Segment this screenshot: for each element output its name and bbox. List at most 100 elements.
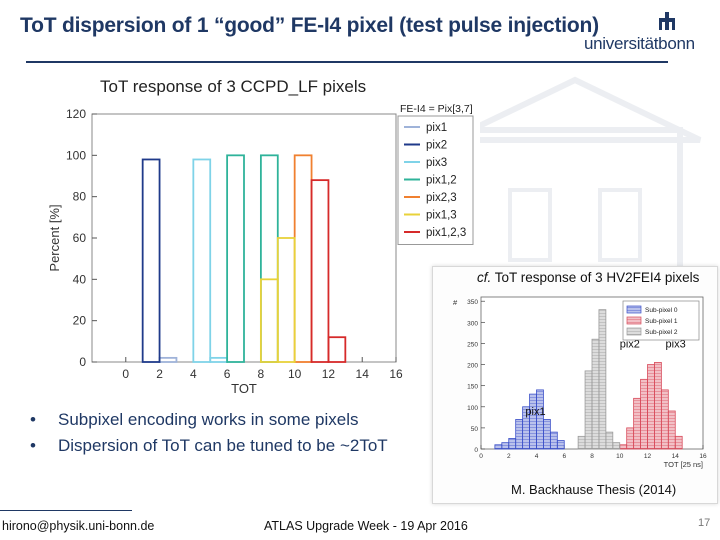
page-number: 17 — [698, 517, 711, 529]
x-tick-label: 16 — [389, 367, 403, 381]
chart2-bin — [633, 397, 641, 450]
legend-label: pix3 — [426, 157, 447, 169]
chart2-bin — [584, 370, 593, 450]
chart2-bin — [494, 444, 503, 450]
x-tick-label: 4 — [190, 367, 197, 381]
legend-label: pix1,3 — [426, 210, 457, 222]
y-tick-label: 50 — [471, 426, 479, 433]
bullet-text: Subpixel encoding works in some pixels — [58, 410, 359, 429]
y-axis-label: # — [453, 298, 458, 307]
inset-figure: cf. ToT response of 3 HV2FEI4 pixels 0 50… — [432, 266, 718, 504]
chart2-bin — [654, 362, 662, 450]
footer-divider — [0, 510, 132, 511]
bullet-text: Dispersion of ToT can be tuned to be ~2T… — [58, 436, 388, 455]
legend-label: Sub-pixel 2 — [645, 329, 678, 336]
legend-swatch — [626, 305, 642, 314]
logo-text: universitätbonn — [584, 34, 695, 53]
chart2-bin — [508, 438, 517, 450]
legend-label: pix1,2,3 — [426, 227, 466, 239]
legend-label: pix1,2 — [426, 175, 457, 187]
legend-label: Sub-pixel 1 — [645, 318, 678, 325]
y-tick-label: 0 — [474, 447, 478, 454]
chart2-bin — [598, 309, 607, 450]
legend-label: pix2 — [426, 140, 447, 152]
x-tick-label: 14 — [672, 453, 680, 460]
chart2-bin — [549, 431, 558, 450]
inset-title-rest: ToT response of 3 HV2FEI4 pixels — [491, 270, 700, 285]
y-tick-label: 150 — [467, 384, 478, 391]
bullet-icon: • — [30, 410, 36, 429]
y-tick-label: 250 — [467, 341, 478, 348]
chart2-bin — [667, 410, 676, 450]
chart2-bin — [529, 393, 537, 450]
x-tick-label: 12 — [322, 367, 336, 381]
chart2-bin — [674, 435, 683, 450]
bullet-icon: • — [30, 436, 36, 455]
y-tick-label: 100 — [66, 148, 86, 162]
x-tick-label: 0 — [479, 453, 483, 460]
legend-label: pix2,3 — [426, 192, 457, 204]
inset-title-prefix: cf. — [477, 270, 492, 285]
x-tick-label: 16 — [699, 453, 707, 460]
chart1-title: ToT response of 3 CCPD_LF pixels — [100, 77, 367, 96]
x-tick-label: 2 — [156, 367, 163, 381]
inset-citation: M. Backhause Thesis (2014) — [511, 482, 677, 497]
chart1-bar — [327, 336, 347, 363]
chart1-bar — [226, 154, 245, 363]
y-tick-label: 0 — [79, 355, 86, 369]
x-tick-label: 10 — [288, 367, 302, 381]
y-axis-label: Percent [%] — [47, 204, 62, 271]
bullet-item: • Subpixel encoding works in some pixels — [30, 410, 388, 430]
chart1-bar — [192, 158, 212, 363]
chart2-bin — [591, 338, 600, 450]
y-tick-label: 80 — [73, 190, 87, 204]
chart2-bin — [612, 442, 621, 450]
title-underline — [26, 61, 668, 63]
y-tick-label: 60 — [73, 231, 87, 245]
ccpd-tot-chart: 0 20 40 60 80 100 120 0 2 4 6 8 10 12 14 16 TOT Percent [… — [40, 100, 480, 400]
x-tick-label: 10 — [616, 453, 624, 460]
bullet-list: • Subpixel encoding works in some pixels … — [30, 410, 388, 462]
slide-title: ToT dispersion of 1 “good” FE-I4 pixel (… — [20, 14, 599, 37]
chart2-bin — [640, 378, 648, 450]
chart1-bar — [276, 237, 296, 363]
y-tick-label: 120 — [66, 107, 86, 121]
footer-event: ATLAS Upgrade Week - 19 Apr 2016 — [264, 519, 468, 533]
chart2-bin — [619, 444, 628, 450]
y-tick-label: 40 — [73, 272, 87, 286]
inset-title: cf. ToT response of 3 HV2FEI4 pixels — [477, 270, 699, 285]
chart1-bar — [141, 158, 161, 363]
y-tick-label: 100 — [467, 405, 478, 412]
y-tick-label: 20 — [73, 314, 87, 328]
bullet-item: • Dispersion of ToT can be tuned to be ~2… — [30, 436, 388, 456]
x-tick-label: 0 — [122, 367, 129, 381]
chart2-bin — [501, 442, 510, 450]
university-logo: universitätbonn — [584, 10, 712, 58]
chart2-bin — [626, 427, 635, 450]
x-tick-label: 14 — [356, 367, 370, 381]
chart2-annotation: pix3 — [666, 339, 686, 351]
y-tick-label: 300 — [467, 320, 478, 327]
chart2-bin — [647, 364, 655, 450]
chart2-bin — [515, 419, 524, 450]
y-tick-label: 200 — [467, 363, 478, 370]
x-tick-label: 2 — [507, 453, 511, 460]
chart2-annotation: pix2 — [620, 339, 640, 351]
chart1-bar — [310, 179, 330, 363]
chart2-bin — [536, 389, 544, 450]
legend-title: FE-I4 = Pix[3,7] — [400, 103, 473, 115]
x-tick-label: 6 — [224, 367, 231, 381]
x-tick-label: 12 — [644, 453, 652, 460]
y-tick-label: 350 — [467, 299, 478, 306]
x-tick-label: 6 — [562, 453, 566, 460]
x-tick-label: 4 — [535, 453, 539, 460]
x-axis-label: TOT — [231, 381, 257, 396]
x-tick-label: 8 — [258, 367, 265, 381]
x-tick-label: 8 — [590, 453, 594, 460]
chart2-bin — [660, 389, 669, 450]
legend-label: pix1 — [426, 122, 447, 134]
chart2-bin — [556, 440, 565, 450]
chart2-annotation: pix1 — [525, 406, 545, 418]
university-crest-icon — [659, 12, 675, 30]
